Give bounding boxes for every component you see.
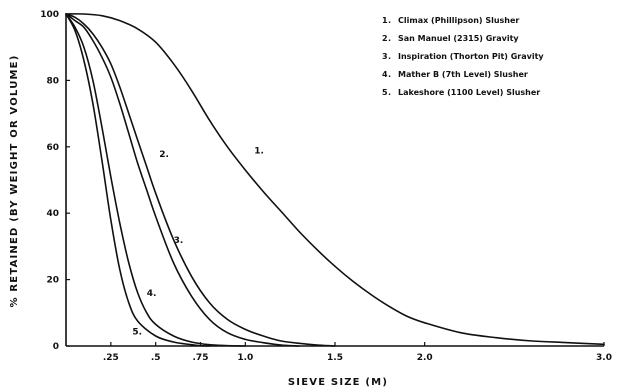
curve-label-4: 4. (147, 289, 157, 299)
curve-label-2: 2. (159, 150, 169, 160)
legend-dot: . (388, 34, 391, 43)
x-tick-label: 2.0 (417, 353, 433, 363)
legend-entry-3: Inspiration (Thorton Pit) Gravity (398, 52, 544, 61)
y-tick-label: 20 (46, 276, 59, 286)
x-ticks: .25 .5 .75 1.0 1.5 2.0 3.0 (103, 342, 612, 363)
x-tick-label: 1.0 (237, 353, 253, 363)
y-ticks: 0 20 40 60 80 100 (40, 10, 70, 352)
y-tick-label: 0 (53, 342, 59, 352)
legend-dot: . (388, 16, 391, 25)
legend-dot: . (388, 88, 391, 97)
curve-labels: 1. 2. 3. 4. 5. (132, 146, 264, 337)
series-group (65, 13, 605, 347)
curve-label-1: 1. (254, 146, 264, 156)
y-tick-label: 60 (46, 143, 59, 153)
x-tick-label: 3.0 (596, 353, 612, 363)
legend-dot: . (388, 70, 391, 79)
series-line-5 (65, 13, 211, 347)
y-tick-label: 100 (40, 10, 59, 20)
series-line-4 (65, 13, 247, 347)
x-tick-label: .5 (151, 353, 161, 363)
series-line-2 (65, 13, 336, 347)
x-tick-label: .75 (193, 353, 209, 363)
x-axis-title: SIEVE SIZE (M) (288, 377, 388, 388)
legend-entry-5: Lakeshore (1100 Level) Slusher (398, 88, 540, 97)
y-tick-label: 40 (46, 209, 59, 219)
legend-entry-4: Mather B (7th Level) Slusher (398, 70, 528, 79)
curve-label-3: 3. (174, 236, 184, 246)
legend: 1. Climax (Phillipson) Slusher 2. San Manue… (382, 16, 544, 97)
legend-number-1: 1 (382, 16, 388, 25)
legend-number-2: 2 (382, 34, 388, 43)
y-axis-title: % RETAINED (BY WEIGHT OR VOLUME) (9, 55, 20, 308)
curve-label-5: 5. (132, 327, 142, 337)
x-tick-label: .25 (103, 353, 119, 363)
series-line-1 (65, 13, 605, 346)
legend-number-3: 3 (382, 52, 388, 61)
legend-number-5: 5 (382, 88, 388, 97)
legend-number-4: 4 (382, 70, 388, 79)
legend-entry-2: San Manuel (2315) Gravity (398, 34, 519, 43)
x-tick-label: 1.5 (327, 353, 343, 363)
legend-dot: . (388, 52, 391, 61)
series-line-3 (65, 13, 300, 347)
y-tick-label: 80 (46, 76, 59, 86)
legend-entry-1: Climax (Phillipson) Slusher (398, 16, 519, 25)
